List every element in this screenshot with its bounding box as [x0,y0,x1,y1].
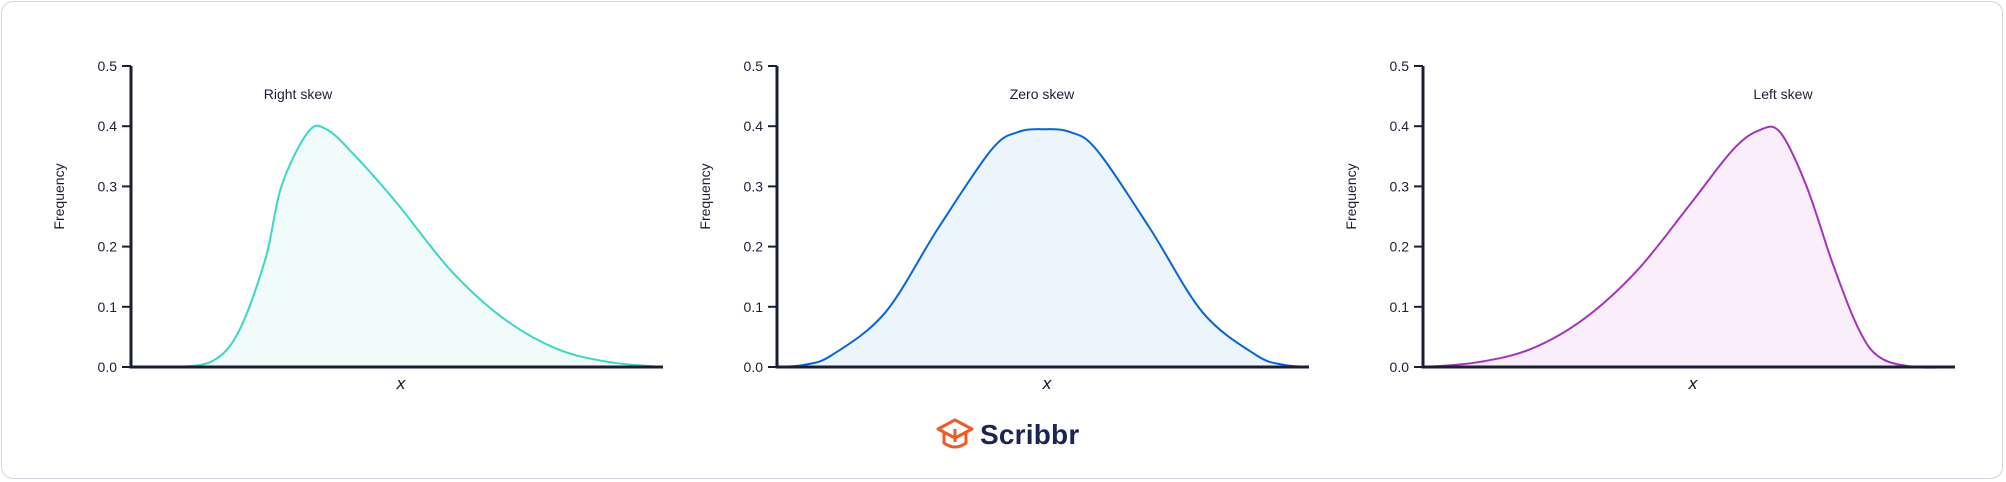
y-tick-label: 0.2 [744,239,764,255]
y-tick-label: 0.2 [1390,239,1410,255]
y-axis-label: Frequency [51,163,67,229]
distribution-curve [132,124,664,369]
y-tick-label: 0.2 [98,239,118,255]
y-tick-label: 0.0 [744,359,764,375]
y-tick-label: 0.1 [98,299,118,315]
chart-panel-3: 0.0 0.1 0.2 0.3 0.4 0.5 Frequency x Left skew [1343,58,1956,393]
y-tick-label: 0.3 [98,178,118,194]
chart-panel-1: 0.0 0.1 0.2 0.3 0.4 0.5 Frequency x Right skew [51,58,664,393]
curve-label: Left skew [1753,86,1813,102]
y-tick-label: 0.1 [744,299,764,315]
curve-label: Zero skew [1010,86,1075,102]
curve-label: Right skew [264,86,333,102]
y-tick-label: 0.5 [1390,58,1410,74]
distribution-curve [1424,125,1956,369]
chart-panel-2: 0.0 0.1 0.2 0.3 0.4 0.5 Frequency x Zero skew [697,58,1310,393]
scribbr-logo: Scribbr [936,418,1079,452]
y-tick-label: 0.0 [98,359,118,375]
y-tick-label: 0.5 [98,58,118,74]
y-tick-label: 0.5 [744,58,764,74]
distribution-area [1425,126,1955,368]
y-tick-label: 0.0 [1390,359,1410,375]
graduation-cap-icon [936,418,974,449]
distribution-area [133,125,663,368]
distribution-curve [778,128,1310,368]
y-tick-label: 0.4 [744,118,764,134]
x-axis-label: x [1041,374,1052,393]
x-axis-label: x [1687,374,1698,393]
y-tick-label: 0.4 [1390,118,1410,134]
y-tick-label: 0.3 [744,178,764,194]
y-tick-label: 0.1 [1390,299,1410,315]
y-axis-label: Frequency [697,163,713,229]
distribution-area [779,129,1309,367]
brand-name: Scribbr [980,419,1080,450]
x-axis-label: x [395,374,406,393]
y-tick-label: 0.3 [1390,178,1410,194]
y-axis-label: Frequency [1343,163,1359,229]
y-tick-label: 0.4 [98,118,118,134]
